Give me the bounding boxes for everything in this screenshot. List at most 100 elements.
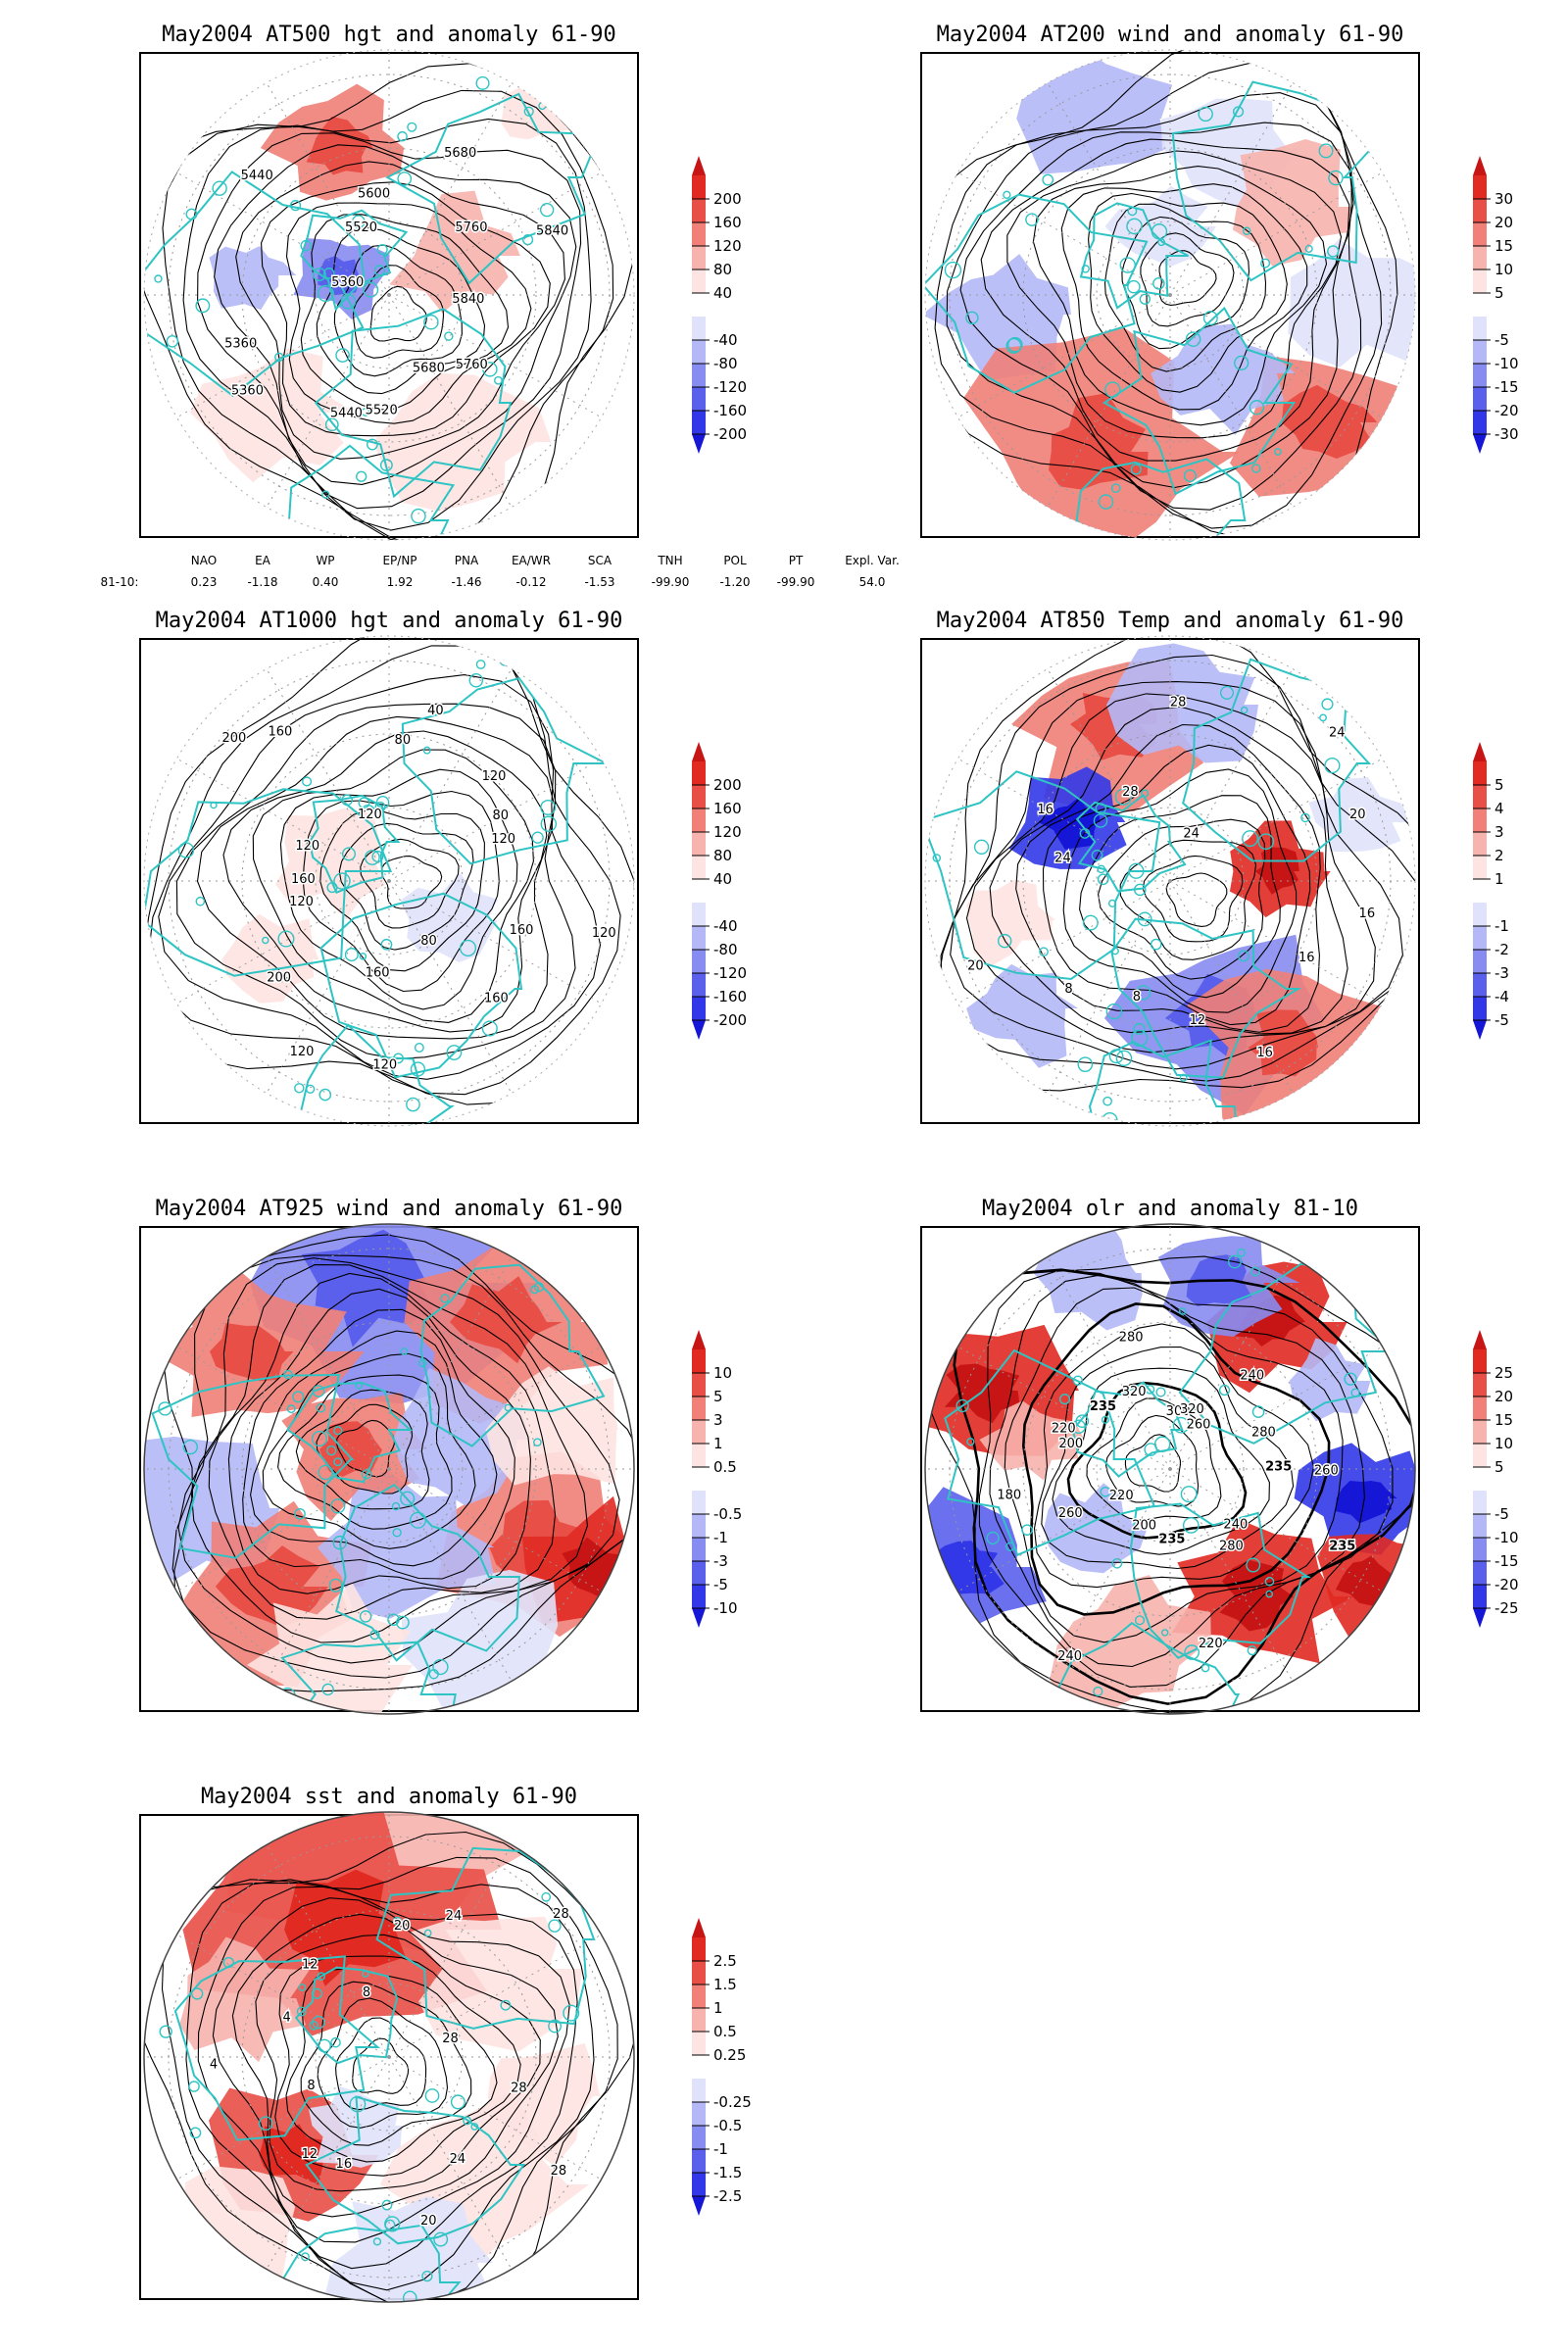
contour-line xyxy=(172,1254,634,1679)
anomaly-shade xyxy=(179,1936,310,2063)
contour-line xyxy=(196,715,556,1040)
colorbar-label: 15 xyxy=(1494,1411,1513,1429)
contour-label: 5760 xyxy=(455,220,487,235)
island xyxy=(1237,1248,1247,1257)
colorbar-label: 0.5 xyxy=(713,2023,737,2040)
coastline xyxy=(300,209,409,312)
contour-line xyxy=(235,161,565,460)
contour-line xyxy=(935,636,1415,1092)
island xyxy=(359,953,368,960)
contour-line xyxy=(989,706,1348,1035)
island xyxy=(1108,1049,1124,1064)
colorbar-label: -10 xyxy=(713,1599,738,1617)
colorbar-swatch xyxy=(1473,1467,1487,1491)
colorbar-swatch xyxy=(1473,1538,1487,1561)
colorbar-label: -5 xyxy=(713,1576,728,1593)
island xyxy=(1097,864,1106,874)
island xyxy=(409,1511,427,1529)
island xyxy=(1110,483,1121,493)
island xyxy=(400,1491,416,1506)
anomaly-shade xyxy=(966,879,1056,966)
colorbar-arrow-top xyxy=(1473,156,1487,175)
island xyxy=(1188,577,1200,589)
latitude-circle xyxy=(241,147,537,443)
island xyxy=(195,896,206,906)
colorbar-swatch xyxy=(1473,387,1487,411)
coastline xyxy=(925,193,1149,394)
anomaly-shade xyxy=(400,872,499,962)
island xyxy=(1025,213,1039,226)
anomaly-shade xyxy=(1151,323,1296,435)
island xyxy=(1246,1557,1261,1573)
contour-label: 12 xyxy=(1190,1013,1206,1028)
island xyxy=(397,172,413,186)
island xyxy=(1093,813,1108,828)
island xyxy=(335,348,350,363)
island xyxy=(1274,448,1282,456)
island xyxy=(407,122,417,132)
contour-line xyxy=(250,1330,498,1567)
colorbar-label: -20 xyxy=(1494,402,1519,419)
colorbar-swatch xyxy=(692,1420,706,1444)
contour-line xyxy=(1103,203,1267,372)
island xyxy=(381,2199,393,2211)
colorbar-label: 4 xyxy=(1494,800,1504,817)
contour-label: 235 xyxy=(1090,1399,1116,1414)
colorbar-swatch xyxy=(692,175,706,199)
island xyxy=(997,933,1012,949)
colorbar-swatch xyxy=(1473,856,1487,879)
island xyxy=(1251,1405,1265,1418)
contour-label: 300 xyxy=(1166,1404,1191,1419)
colorbar-arrow-bottom xyxy=(692,1608,706,1628)
island xyxy=(1081,265,1090,273)
contour-line xyxy=(1088,192,1288,393)
colorbar-swatch xyxy=(692,832,706,856)
contour-label: 5600 xyxy=(358,186,390,201)
colorbar-label: 3 xyxy=(1494,823,1504,841)
island xyxy=(1232,106,1245,118)
island xyxy=(166,334,179,348)
index-header: Expl. Var. xyxy=(845,554,900,567)
colorbar-label: -40 xyxy=(713,917,738,935)
island xyxy=(423,314,439,330)
colorbar-swatch xyxy=(692,270,706,293)
contour-label: 120 xyxy=(295,839,319,854)
colorbar-swatch xyxy=(692,1937,706,1961)
colorbar-arrow-top xyxy=(1473,1330,1487,1349)
map-panel-5: May2004 AT925 wind and anomaly 61-90 10 5 3… xyxy=(139,1197,742,1715)
coastline xyxy=(419,1263,606,1447)
contour-line xyxy=(261,181,551,437)
island xyxy=(1119,257,1136,273)
contour-label: 200 xyxy=(1132,1518,1156,1533)
island xyxy=(432,1658,449,1676)
contour-label: 5840 xyxy=(452,292,484,307)
contour-line xyxy=(1006,150,1343,439)
colorbar-swatch xyxy=(692,2126,706,2149)
contour-label: 24 xyxy=(450,2152,466,2167)
island xyxy=(361,1469,372,1480)
index-value: -0.12 xyxy=(515,575,546,589)
contour-label: 235 xyxy=(1158,1532,1185,1546)
map-edge xyxy=(143,1223,635,1715)
anomaly-shade xyxy=(485,1366,618,1486)
colorbar-arrow-bottom xyxy=(1473,1020,1487,1040)
contour-label: 220 xyxy=(1052,1422,1076,1437)
index-value: -1.20 xyxy=(719,575,750,589)
colorbar-label: 5 xyxy=(1494,1458,1504,1476)
colorbar-label: 1 xyxy=(1494,870,1504,888)
colorbar-swatch xyxy=(692,761,706,785)
contour-label: 20 xyxy=(394,1919,411,1934)
colorbar-swatch xyxy=(692,1396,706,1420)
colorbar-swatch xyxy=(1473,785,1487,808)
island xyxy=(321,490,330,499)
index-header: EA/WR xyxy=(512,554,551,567)
contour-line xyxy=(1032,166,1328,426)
island xyxy=(344,948,359,962)
map-edge xyxy=(143,1811,635,2303)
contour-label: 4 xyxy=(210,2058,218,2073)
island xyxy=(375,795,390,809)
coastline xyxy=(294,1966,399,2065)
island xyxy=(1150,938,1162,951)
colorbar-label: -20 xyxy=(1494,1576,1519,1593)
island xyxy=(1059,1394,1071,1405)
